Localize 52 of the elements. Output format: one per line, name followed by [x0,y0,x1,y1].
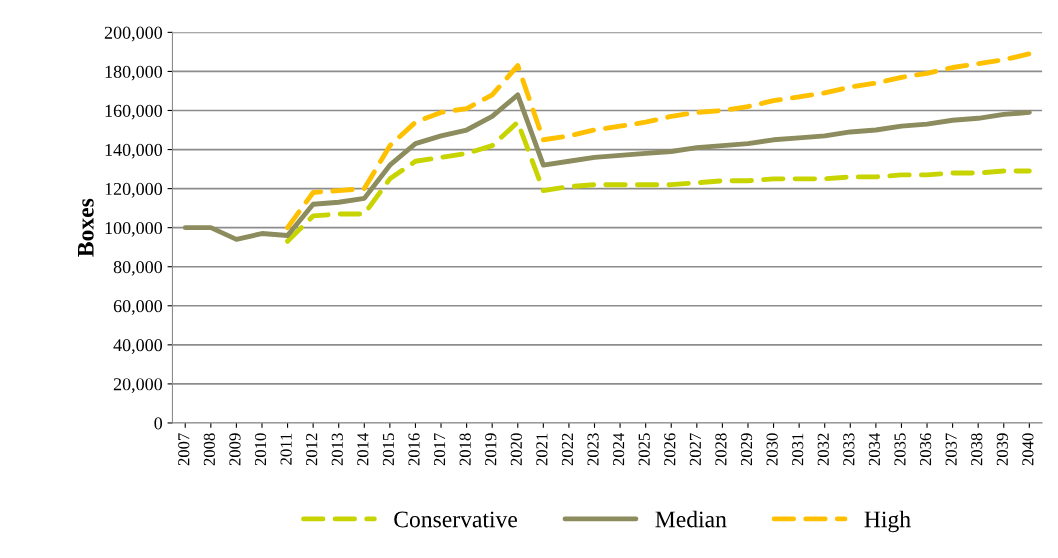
x-tick-label: 2021 [536,433,548,466]
x-tick-label: 2036 [919,433,932,466]
x-tick-label: 2038 [971,433,983,466]
x-tick-label: 2010 [254,433,267,466]
x-tick-label: 2009 [229,433,241,466]
x-tick-label: 2007 [178,433,190,466]
x-tick-label: 2026 [664,433,676,466]
y-tick-label: 60,000 [113,300,163,315]
y-tick-label: 120,000 [105,182,163,198]
x-tick-label: 2018 [459,433,471,466]
x-tick-label: 2019 [485,433,497,466]
x-tick-label: 2011 [280,433,292,465]
y-tick-label: 100,000 [105,221,163,237]
x-tick-label: 2027 [689,433,701,466]
x-tick-label: 2028 [715,433,727,466]
line-series [182,92,1032,242]
x-tick-label: 2023 [587,433,599,466]
y-tick-label: 200,000 [104,26,163,42]
x-tick-label: 2022 [561,433,574,466]
line-series [285,51,1032,231]
x-tick-label: 2014 [357,432,369,466]
x-tick-label: 2037 [945,433,957,466]
x-tick-label: 2020 [510,433,522,466]
y-tick-label: 140,000 [105,143,163,159]
x-tick-label: 2040 [1022,433,1034,466]
x-tick-label: 2033 [843,433,855,466]
y-tick-label: 180,000 [105,65,163,81]
x-tick-label: 2016 [408,433,420,466]
x-tick-label: 2017 [433,433,446,466]
y-tick-label: 40,000 [113,339,163,354]
x-tick-label: 2013 [331,433,343,466]
x-tick-label: 2035 [894,433,906,466]
y-tick-label: 80,000 [113,260,163,276]
x-tick-label: 2034 [868,432,881,466]
x-tick-label: 2015 [382,433,395,466]
x-tick-label: 2008 [203,433,215,466]
legend-label: Median [655,510,727,528]
x-tick-label: 2032 [817,433,829,466]
x-tick-label: 2025 [638,433,650,466]
y-tick-label: 20,000 [113,378,163,393]
x-tick-label: 2039 [996,433,1008,466]
y-tick-label: 160,000 [105,104,163,120]
y-tick-label: 0 [154,417,163,430]
x-tick-label: 2012 [306,433,318,466]
legend-label: Conservative [394,511,517,528]
x-tick-label: 2029 [740,433,753,466]
legend-label: High [864,510,911,533]
x-tick-label: 2024 [613,432,625,466]
line-series [285,119,1032,244]
y-axis-title: Boxes [78,198,94,257]
x-tick-label: 2031 [792,433,804,466]
x-tick-label: 2030 [766,433,778,466]
